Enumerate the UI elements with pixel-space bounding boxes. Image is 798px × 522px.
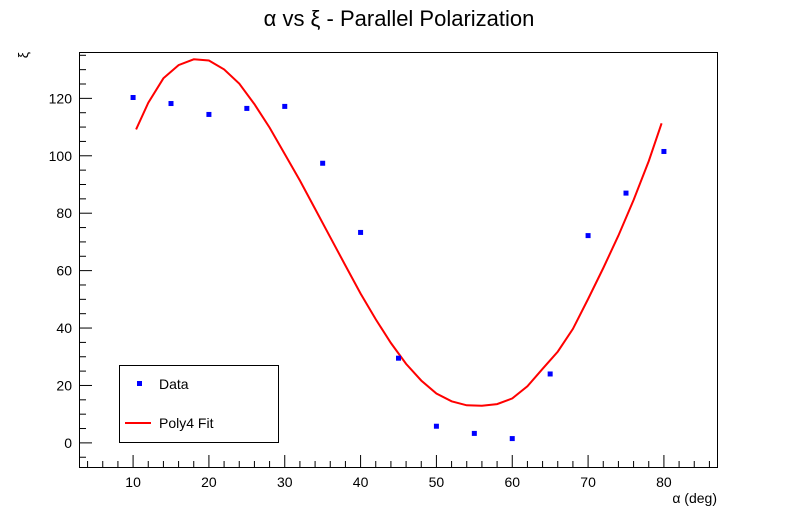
y-tick-label: 20 — [56, 377, 72, 393]
data-point — [623, 190, 629, 196]
data-points — [130, 95, 667, 442]
y-tick-label: 60 — [56, 263, 72, 279]
data-point — [471, 430, 477, 436]
plot-frame — [79, 52, 718, 468]
data-point — [130, 95, 136, 101]
data-point — [661, 148, 667, 154]
x-axis-label: α (deg) — [672, 490, 717, 506]
axis-ticks — [80, 54, 710, 467]
chart-title: α vs ξ - Parallel Polarization — [264, 6, 535, 31]
fit-curve — [135, 58, 663, 407]
x-tick-label: 70 — [580, 474, 596, 490]
y-axis-label: ξ — [15, 52, 31, 58]
x-tick-label: 30 — [277, 474, 293, 490]
tick-labels: 10 20 30 40 50 60 70 80 0 20 40 60 80 100 120 — [49, 90, 672, 490]
data-point — [547, 371, 553, 377]
legend-data-marker — [137, 381, 142, 386]
y-tick-label: 80 — [56, 205, 72, 221]
y-tick-label: 40 — [56, 320, 72, 336]
data-point — [358, 229, 364, 235]
x-tick-label: 50 — [429, 474, 445, 490]
legend-fit-label: Poly4 Fit — [159, 415, 214, 431]
data-point — [433, 423, 439, 429]
x-tick-label: 60 — [504, 474, 520, 490]
data-point — [206, 111, 212, 117]
data-point — [585, 233, 591, 239]
x-tick-label: 40 — [353, 474, 369, 490]
data-point — [282, 103, 288, 109]
data-point — [396, 355, 401, 361]
y-tick-label: 100 — [49, 148, 73, 164]
x-tick-label: 10 — [125, 474, 141, 490]
data-point — [244, 105, 250, 111]
y-tick-label: 120 — [49, 90, 73, 106]
x-tick-label: 20 — [201, 474, 217, 490]
data-point — [320, 160, 326, 166]
legend: Data Poly4 Fit — [119, 365, 279, 443]
legend-box — [119, 365, 279, 443]
legend-data-label: Data — [159, 376, 189, 392]
data-point — [509, 436, 515, 442]
x-tick-label: 80 — [656, 474, 672, 490]
data-point — [168, 101, 174, 107]
y-tick-label: 0 — [64, 435, 72, 451]
